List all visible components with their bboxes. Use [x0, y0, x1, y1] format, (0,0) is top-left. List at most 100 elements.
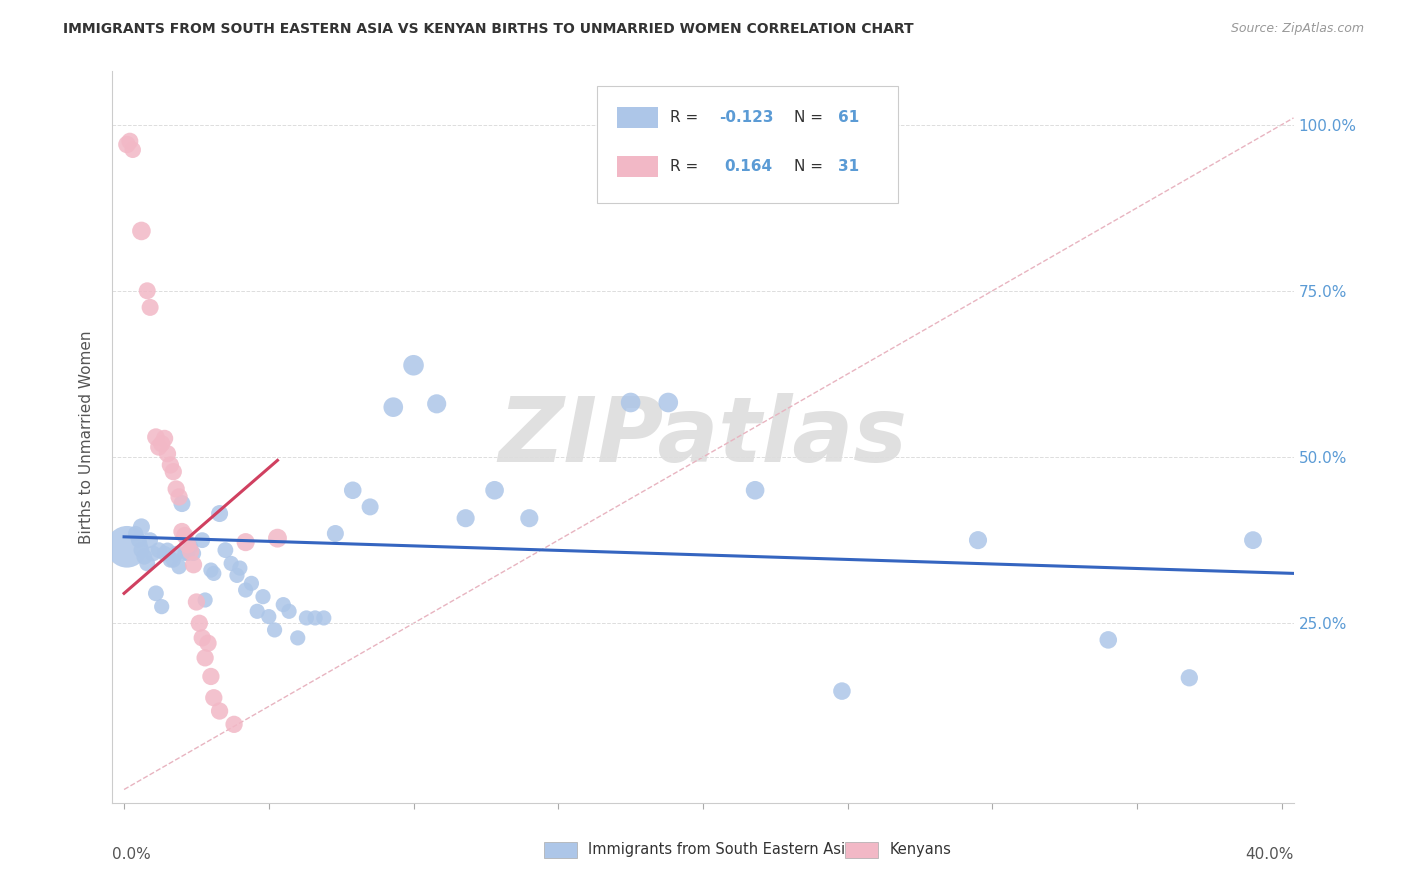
Text: IMMIGRANTS FROM SOUTH EASTERN ASIA VS KENYAN BIRTHS TO UNMARRIED WOMEN CORRELATI: IMMIGRANTS FROM SOUTH EASTERN ASIA VS KE…: [63, 22, 914, 37]
Text: 0.164: 0.164: [724, 159, 772, 174]
Point: [162, 553, 184, 567]
Point: [139, 533, 162, 548]
Text: Kenyans: Kenyans: [890, 842, 952, 857]
Point: [167, 559, 190, 574]
Point: [266, 531, 288, 545]
Text: 31: 31: [838, 159, 859, 174]
Point: [148, 440, 170, 454]
Text: 40.0%: 40.0%: [1246, 847, 1294, 862]
Point: [271, 598, 294, 612]
Text: R =: R =: [669, 110, 703, 125]
Point: [170, 497, 193, 511]
Point: [145, 430, 167, 444]
Point: [517, 511, 540, 525]
Text: 0.0%: 0.0%: [112, 847, 152, 862]
Point: [312, 611, 335, 625]
Point: [142, 546, 165, 560]
Point: [153, 546, 176, 560]
Point: [246, 604, 269, 618]
Point: [134, 549, 156, 564]
Point: [118, 134, 141, 148]
Point: [159, 458, 181, 472]
Text: 61: 61: [838, 110, 859, 125]
Point: [136, 284, 159, 298]
Point: [128, 533, 150, 548]
Point: [240, 576, 263, 591]
Point: [214, 543, 236, 558]
FancyBboxPatch shape: [596, 86, 898, 203]
Point: [131, 520, 153, 534]
Text: Immigrants from South Eastern Asia: Immigrants from South Eastern Asia: [589, 842, 855, 857]
Point: [657, 395, 679, 409]
Point: [173, 546, 195, 560]
Point: [136, 557, 159, 571]
Point: [183, 546, 205, 560]
Text: -0.123: -0.123: [720, 110, 775, 125]
Point: [121, 143, 143, 157]
Point: [162, 465, 184, 479]
Point: [342, 483, 364, 498]
Point: [156, 543, 179, 558]
Point: [202, 566, 225, 581]
Point: [1178, 671, 1201, 685]
Point: [229, 561, 252, 575]
Point: [967, 533, 990, 548]
Point: [150, 436, 173, 450]
Point: [170, 524, 193, 539]
Point: [156, 447, 179, 461]
Point: [180, 544, 202, 558]
Text: N =: N =: [794, 110, 828, 125]
Point: [139, 301, 162, 315]
FancyBboxPatch shape: [617, 156, 658, 177]
Point: [177, 538, 200, 552]
Point: [744, 483, 766, 498]
Point: [620, 395, 643, 409]
Point: [191, 631, 214, 645]
Point: [194, 650, 217, 665]
Point: [454, 511, 477, 525]
Point: [131, 543, 153, 558]
FancyBboxPatch shape: [617, 107, 658, 128]
Point: [295, 611, 318, 625]
Point: [235, 535, 257, 549]
Point: [186, 595, 208, 609]
Point: [159, 553, 181, 567]
Point: [278, 604, 301, 618]
Point: [194, 593, 217, 607]
Point: [191, 533, 214, 548]
Point: [197, 636, 219, 650]
Point: [180, 540, 202, 554]
Point: [177, 546, 200, 560]
Point: [131, 224, 153, 238]
Point: [359, 500, 381, 514]
Point: [222, 717, 245, 731]
Point: [200, 669, 222, 683]
Point: [252, 590, 274, 604]
Point: [165, 482, 187, 496]
Point: [208, 507, 231, 521]
FancyBboxPatch shape: [845, 841, 877, 858]
Point: [831, 684, 853, 698]
Point: [145, 586, 167, 600]
Point: [173, 528, 195, 542]
Text: N =: N =: [794, 159, 828, 174]
Point: [235, 582, 257, 597]
Point: [202, 690, 225, 705]
Point: [167, 490, 190, 504]
Point: [257, 609, 280, 624]
Point: [382, 400, 405, 414]
Point: [148, 543, 170, 558]
Point: [325, 526, 347, 541]
Point: [287, 631, 309, 645]
Point: [219, 557, 242, 571]
Point: [188, 616, 211, 631]
Point: [165, 546, 187, 560]
Text: R =: R =: [669, 159, 709, 174]
Point: [426, 397, 449, 411]
Point: [1241, 533, 1264, 548]
Point: [402, 358, 425, 372]
Point: [484, 483, 506, 498]
Point: [115, 540, 138, 554]
Point: [150, 599, 173, 614]
Point: [124, 526, 146, 541]
